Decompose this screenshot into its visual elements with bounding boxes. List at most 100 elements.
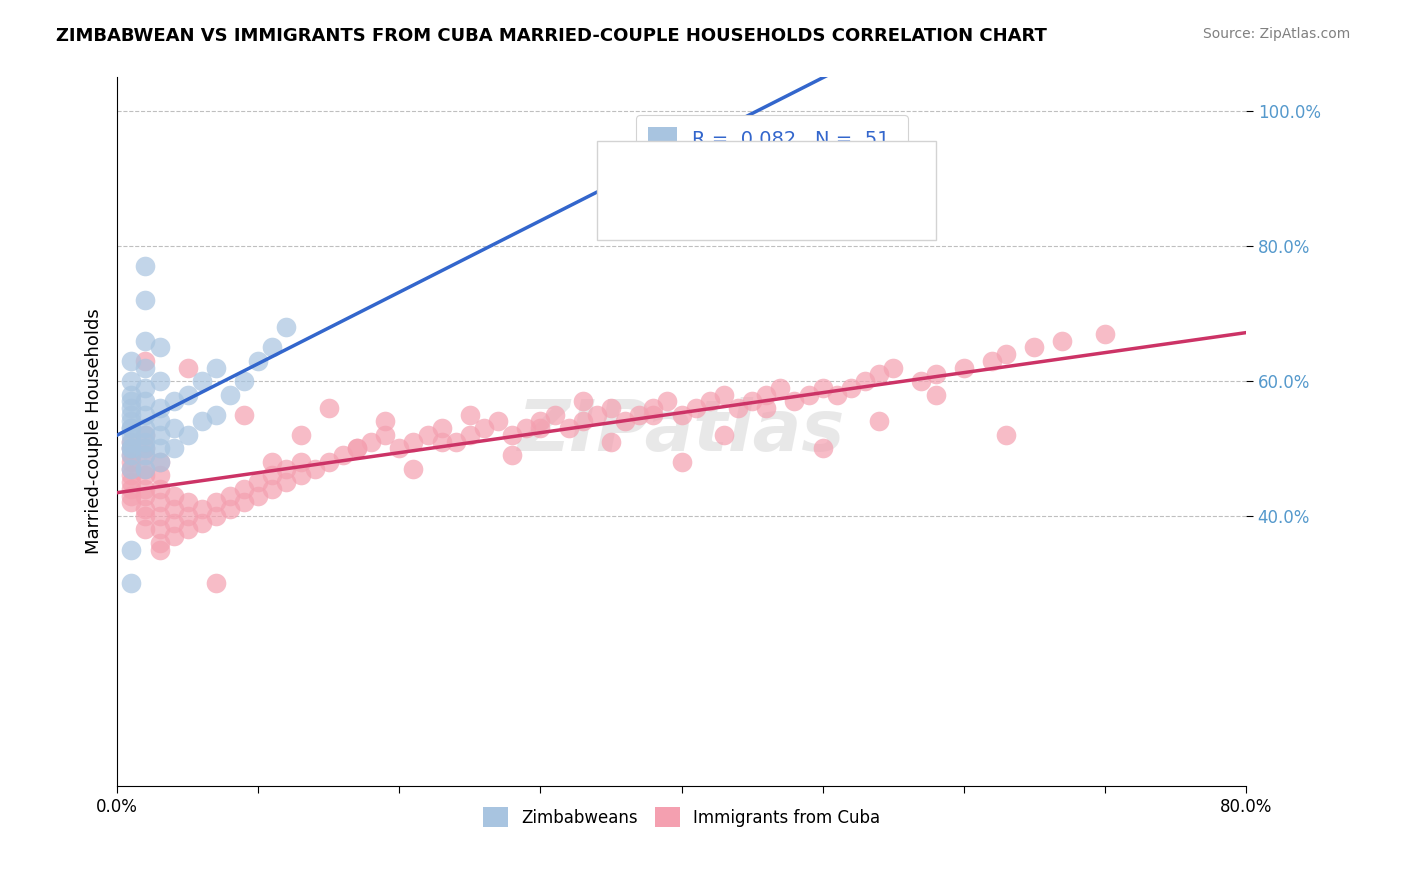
Point: [543, 408, 565, 422]
Point: [924, 368, 946, 382]
Point: [797, 387, 820, 401]
Point: [529, 421, 551, 435]
Point: [600, 401, 623, 415]
Point: [557, 421, 579, 435]
Point: [1052, 334, 1074, 348]
Point: [332, 448, 354, 462]
Point: [120, 576, 142, 591]
Point: [374, 428, 396, 442]
Point: [586, 408, 609, 422]
Point: [120, 482, 142, 496]
Point: [501, 428, 523, 442]
Point: [120, 448, 142, 462]
Point: [148, 542, 170, 557]
Point: [162, 502, 184, 516]
Point: [247, 489, 270, 503]
Point: [290, 428, 312, 442]
Point: [262, 455, 284, 469]
Point: [360, 434, 382, 449]
Point: [233, 495, 256, 509]
Point: [219, 489, 242, 503]
Point: [148, 415, 170, 429]
Point: [205, 508, 228, 523]
Point: [134, 434, 156, 449]
Point: [643, 408, 665, 422]
Point: [205, 495, 228, 509]
Point: [388, 442, 411, 456]
Point: [882, 360, 904, 375]
Point: [120, 455, 142, 469]
Point: [671, 408, 693, 422]
Point: [134, 428, 156, 442]
Point: [416, 428, 439, 442]
Point: [769, 381, 792, 395]
Point: [134, 461, 156, 475]
Point: [120, 442, 142, 456]
Point: [120, 434, 142, 449]
Point: [177, 508, 200, 523]
Point: [276, 475, 298, 490]
Point: [811, 381, 834, 395]
Point: [148, 495, 170, 509]
FancyBboxPatch shape: [598, 141, 935, 240]
Point: [600, 434, 623, 449]
Point: [995, 347, 1018, 361]
Point: [134, 381, 156, 395]
Point: [430, 421, 453, 435]
Point: [205, 408, 228, 422]
Point: [868, 415, 890, 429]
Point: [162, 442, 184, 456]
Point: [276, 320, 298, 334]
Point: [233, 408, 256, 422]
Point: [148, 523, 170, 537]
Point: [177, 360, 200, 375]
Point: [120, 415, 142, 429]
Point: [685, 401, 707, 415]
Point: [148, 455, 170, 469]
Point: [402, 461, 425, 475]
Legend: Zimbabweans, Immigrants from Cuba: Zimbabweans, Immigrants from Cuba: [477, 800, 887, 834]
Point: [402, 434, 425, 449]
Point: [839, 381, 862, 395]
Point: [529, 415, 551, 429]
Point: [191, 415, 214, 429]
Point: [134, 482, 156, 496]
Point: [134, 353, 156, 368]
Point: [741, 394, 763, 409]
Point: [643, 401, 665, 415]
Point: [247, 353, 270, 368]
Point: [191, 516, 214, 530]
Point: [657, 394, 679, 409]
Point: [924, 387, 946, 401]
Point: [713, 387, 735, 401]
Point: [134, 448, 156, 462]
Point: [120, 475, 142, 490]
Point: [515, 421, 537, 435]
Point: [120, 374, 142, 388]
Point: [134, 334, 156, 348]
Point: [148, 468, 170, 483]
Point: [458, 428, 481, 442]
Point: [120, 468, 142, 483]
Point: [148, 536, 170, 550]
Point: [472, 421, 495, 435]
Point: [205, 360, 228, 375]
Point: [727, 401, 749, 415]
Point: [120, 408, 142, 422]
Point: [981, 353, 1004, 368]
Point: [868, 368, 890, 382]
Point: [120, 442, 142, 456]
Point: [671, 455, 693, 469]
Point: [120, 401, 142, 415]
Point: [191, 374, 214, 388]
Point: [910, 374, 932, 388]
Point: [177, 428, 200, 442]
Point: [501, 448, 523, 462]
Point: [177, 523, 200, 537]
Point: [134, 502, 156, 516]
Text: ZIMBABWEAN VS IMMIGRANTS FROM CUBA MARRIED-COUPLE HOUSEHOLDS CORRELATION CHART: ZIMBABWEAN VS IMMIGRANTS FROM CUBA MARRI…: [56, 27, 1047, 45]
Point: [290, 468, 312, 483]
Point: [148, 340, 170, 354]
Point: [134, 442, 156, 456]
Point: [458, 408, 481, 422]
